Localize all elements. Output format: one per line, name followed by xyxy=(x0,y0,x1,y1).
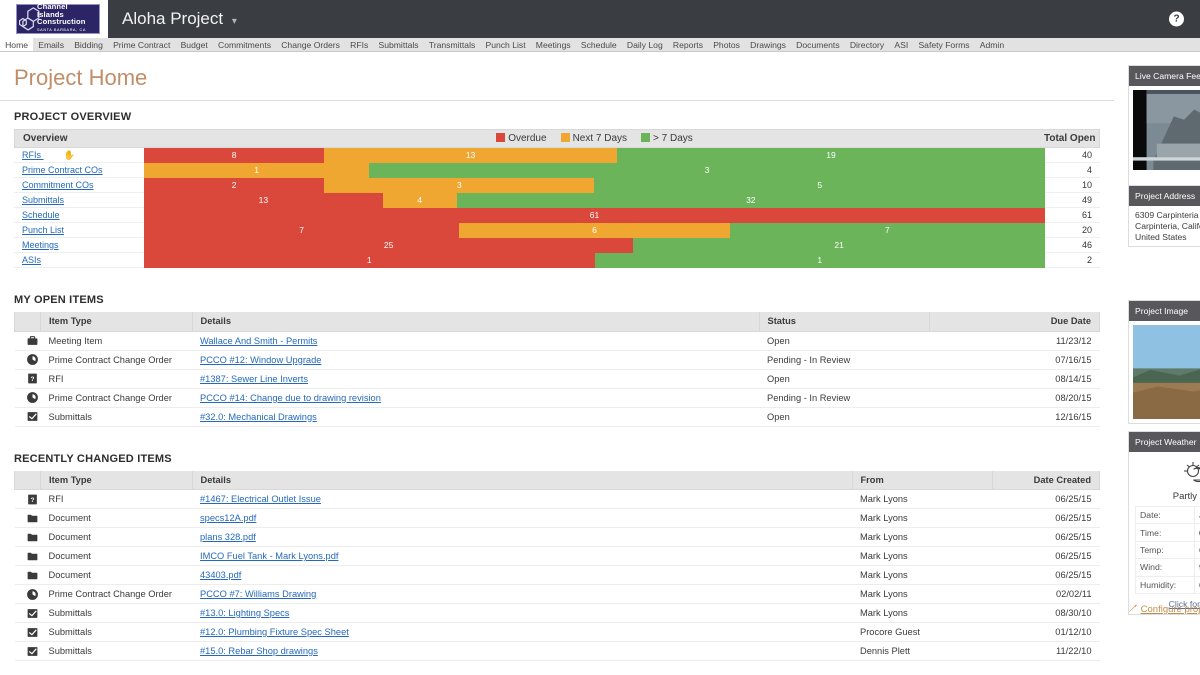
svg-text:?: ? xyxy=(31,376,35,383)
svg-text:?: ? xyxy=(31,497,35,504)
